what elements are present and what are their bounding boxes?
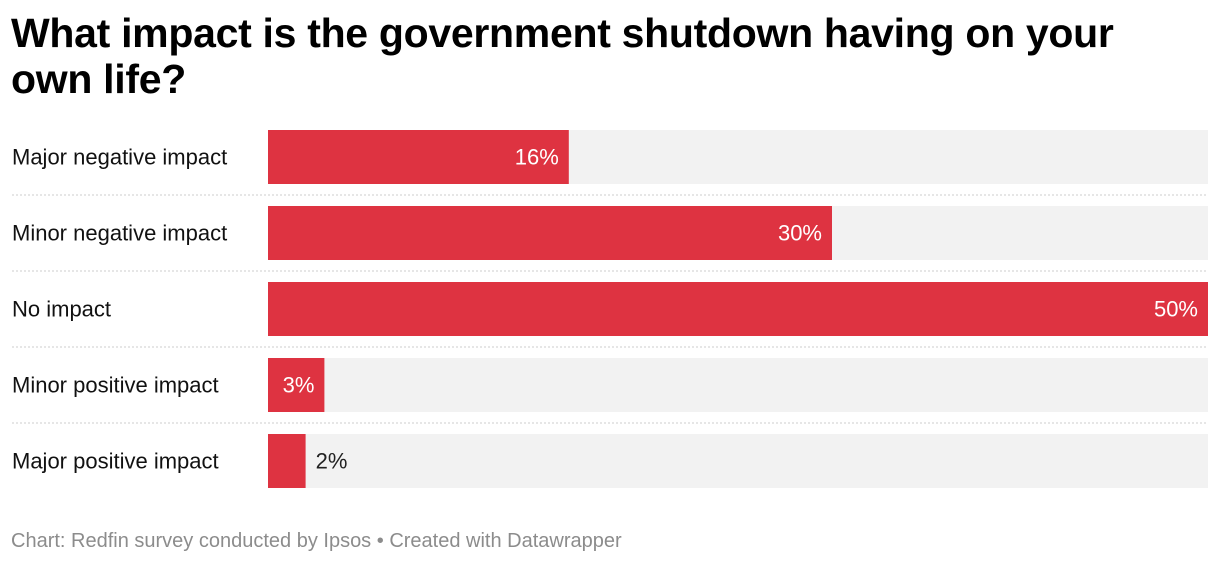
category-label: Major positive impact xyxy=(12,449,219,474)
source-text: Chart: Redfin survey conducted by Ipsos xyxy=(11,530,372,552)
bar xyxy=(268,282,1208,336)
chart-source: Chart: Redfin survey conducted by Ipsos … xyxy=(11,526,622,556)
bar xyxy=(268,206,832,260)
value-label: 50% xyxy=(1154,297,1198,322)
chart-title: What impact is the government shutdown h… xyxy=(11,10,1114,102)
credit-text: Created with Datawrapper xyxy=(389,530,622,552)
source-separator: • xyxy=(376,530,384,552)
value-label: 3% xyxy=(283,373,315,398)
bar xyxy=(268,130,569,184)
bar xyxy=(268,358,325,412)
bar-track xyxy=(268,358,1208,412)
category-label: Major negative impact xyxy=(12,145,227,170)
value-label: 16% xyxy=(515,145,559,170)
value-label: 2% xyxy=(316,449,348,474)
category-label: Minor positive impact xyxy=(12,373,219,398)
category-label: Minor negative impact xyxy=(12,221,227,246)
bar xyxy=(268,434,306,488)
value-label: 30% xyxy=(778,221,822,246)
category-label: No impact xyxy=(12,297,111,322)
bar-track xyxy=(268,434,1208,488)
